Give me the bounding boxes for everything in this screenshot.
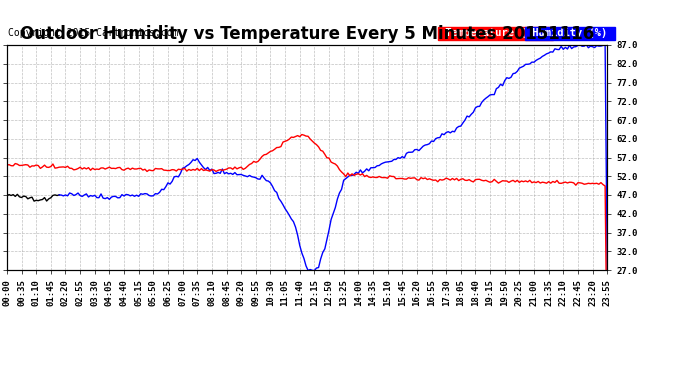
- Title: Outdoor Humidity vs Temperature Every 5 Minutes 20151116: Outdoor Humidity vs Temperature Every 5 …: [20, 26, 594, 44]
- Text: Humidity (%): Humidity (%): [526, 28, 613, 38]
- Text: Copyright 2015 Cartronics.com: Copyright 2015 Cartronics.com: [8, 28, 179, 38]
- Text: Temperature (°F): Temperature (°F): [439, 28, 551, 38]
